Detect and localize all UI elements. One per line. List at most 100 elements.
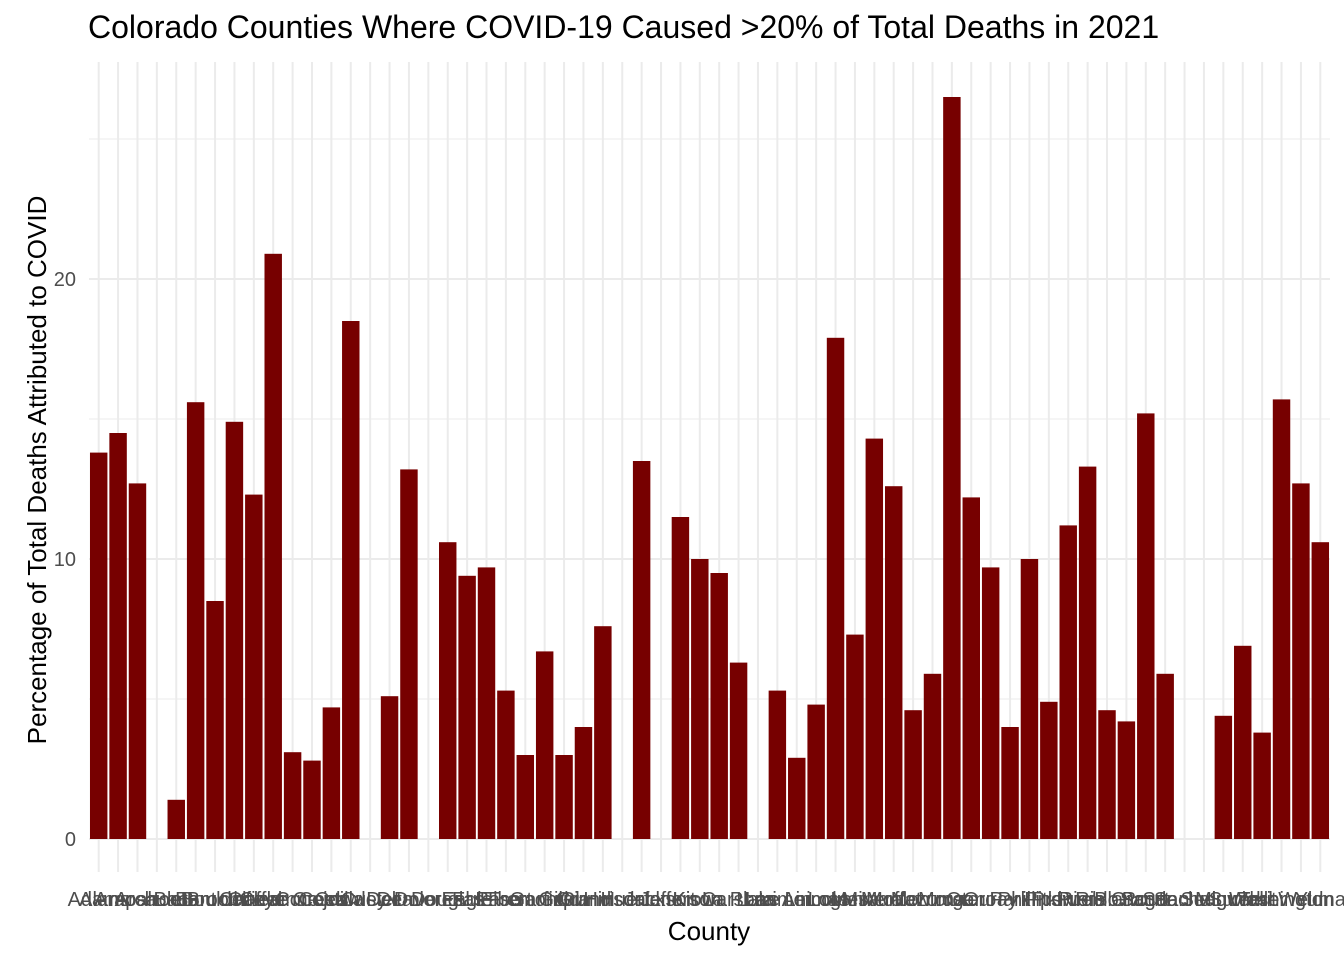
bar-douglas: [439, 542, 457, 839]
bar-larimer: [768, 690, 787, 839]
x-tick-label: Lincoln: [784, 889, 847, 911]
x-tick-label: Morgan: [918, 889, 986, 911]
bar-montezuma: [904, 710, 922, 839]
x-tick-label: Costilla: [299, 889, 365, 911]
x-tick-label: Moffat: [866, 889, 922, 911]
x-tick-label: Douglas: [411, 889, 484, 911]
bar-chaffee: [245, 494, 263, 839]
x-tick-label: Broomfield: [187, 889, 283, 911]
bar-grand: [574, 727, 593, 839]
x-tick-label: Summit: [1209, 889, 1277, 911]
x-tick-label: Teller: [1238, 889, 1286, 911]
x-tick-label: Delta: [366, 889, 414, 911]
x-tick-label: Kit Carson: [673, 889, 766, 911]
x-tick-label: Mesa: [830, 889, 880, 911]
bar-bent: [186, 402, 205, 839]
bar-gunnison: [594, 626, 612, 839]
y-tick-label: 10: [54, 549, 76, 571]
bar-sedgwick: [1214, 715, 1233, 839]
bar-yuma: [1311, 542, 1330, 839]
y-tick-label: 0: [65, 829, 76, 851]
x-tick-label: Crowley: [315, 889, 387, 911]
bar-rio-grande: [1117, 721, 1136, 839]
x-tick-label: Arapahoe: [94, 889, 181, 911]
x-tick-label: Dolores: [394, 889, 463, 911]
bar-alamosa: [109, 433, 127, 839]
bar-montrose: [923, 673, 942, 839]
x-tick-label: Logan: [808, 889, 864, 911]
x-tick-label: Mineral: [842, 889, 908, 911]
bar-costilla: [322, 707, 341, 839]
x-tick-label: San Miguel: [1154, 889, 1254, 911]
bar-routt: [1137, 413, 1155, 839]
bar-summit: [1234, 645, 1252, 839]
bar-teller: [1253, 732, 1271, 839]
x-tick-label: Jefferson: [639, 889, 721, 911]
x-tick-label: Ouray: [963, 889, 1017, 911]
x-tick-label: Pitkin: [1024, 889, 1073, 911]
bar-jefferson: [671, 517, 690, 839]
x-tick-label: Cheyenne: [228, 889, 319, 911]
x-tick-label: San Juan: [1142, 889, 1227, 911]
y-axis-ticks: 0 10 20: [54, 269, 76, 851]
x-tick-label: Clear Creek: [239, 889, 347, 911]
bar-eagle: [458, 575, 476, 839]
x-tick-label: Gunnison: [560, 889, 646, 911]
bar-denver: [400, 469, 418, 839]
bar-pitkin: [1040, 701, 1058, 839]
x-tick-label: Montrose: [891, 889, 974, 911]
bars: [89, 97, 1330, 840]
bar-baca: [167, 799, 185, 839]
x-axis-title: County: [668, 916, 750, 946]
bar-huerfano: [632, 461, 651, 839]
bar-arapahoe: [128, 483, 147, 839]
bar-washington: [1272, 399, 1291, 839]
x-tick-label: Saguache: [1120, 889, 1210, 911]
x-tick-label: Gilpin: [539, 889, 590, 911]
bar-logan: [826, 337, 845, 839]
x-tick-label: Jackson: [624, 889, 697, 911]
x-tick-label: Alamosa: [79, 889, 158, 911]
bar-el-paso: [477, 567, 496, 839]
x-tick-label: Denver: [377, 889, 442, 911]
x-tick-label: Las Animas: [745, 889, 848, 911]
bar-conejos: [303, 760, 321, 839]
bar-mesa: [846, 634, 864, 839]
x-tick-label: Washington: [1229, 889, 1334, 911]
bar-lincoln: [807, 704, 825, 839]
bar-moffat: [884, 486, 903, 839]
y-axis-title: Percentage of Total Deaths Attributed to…: [22, 196, 52, 745]
x-tick-label: Yuma: [1295, 889, 1344, 911]
x-tick-label: Elbert: [480, 889, 533, 911]
x-tick-label: Grand: [556, 889, 612, 911]
bar-phillips: [1020, 559, 1039, 839]
x-tick-label: Phillips: [998, 889, 1061, 911]
x-tick-label: Park: [989, 889, 1031, 911]
x-tick-label: Hinsdale: [583, 889, 661, 911]
x-tick-label: Kiowa: [673, 889, 728, 911]
x-tick-label: Pueblo: [1056, 889, 1118, 911]
x-tick-label: Boulder: [181, 889, 250, 911]
x-tick-label: Rio Grande: [1075, 889, 1177, 911]
bar-otero: [962, 497, 980, 839]
bar-fremont: [516, 755, 535, 839]
x-tick-label: Baca: [153, 889, 199, 911]
x-tick-label: Fremont: [488, 889, 563, 911]
x-tick-label: Bent: [175, 889, 217, 911]
bar-gilpin: [555, 755, 573, 839]
chart-title: Colorado Counties Where COVID-19 Caused …: [88, 9, 1159, 45]
x-tick-label: Archuleta: [115, 889, 200, 911]
x-tick-label: Custer: [341, 889, 400, 911]
bar-boulder: [206, 601, 224, 839]
x-tick-label: Otero: [946, 889, 996, 911]
bar-kit-carson: [710, 573, 728, 839]
bar-cheyenne: [264, 253, 282, 840]
x-tick-label: Weld: [1278, 889, 1323, 911]
x-tick-label: Chaffee: [219, 889, 289, 911]
x-tick-label: Garfield: [510, 889, 580, 911]
bar-elbert: [497, 690, 515, 839]
x-tick-label: Larimer: [743, 889, 811, 911]
bar-garfield: [535, 651, 554, 839]
bar-park: [1001, 727, 1019, 839]
